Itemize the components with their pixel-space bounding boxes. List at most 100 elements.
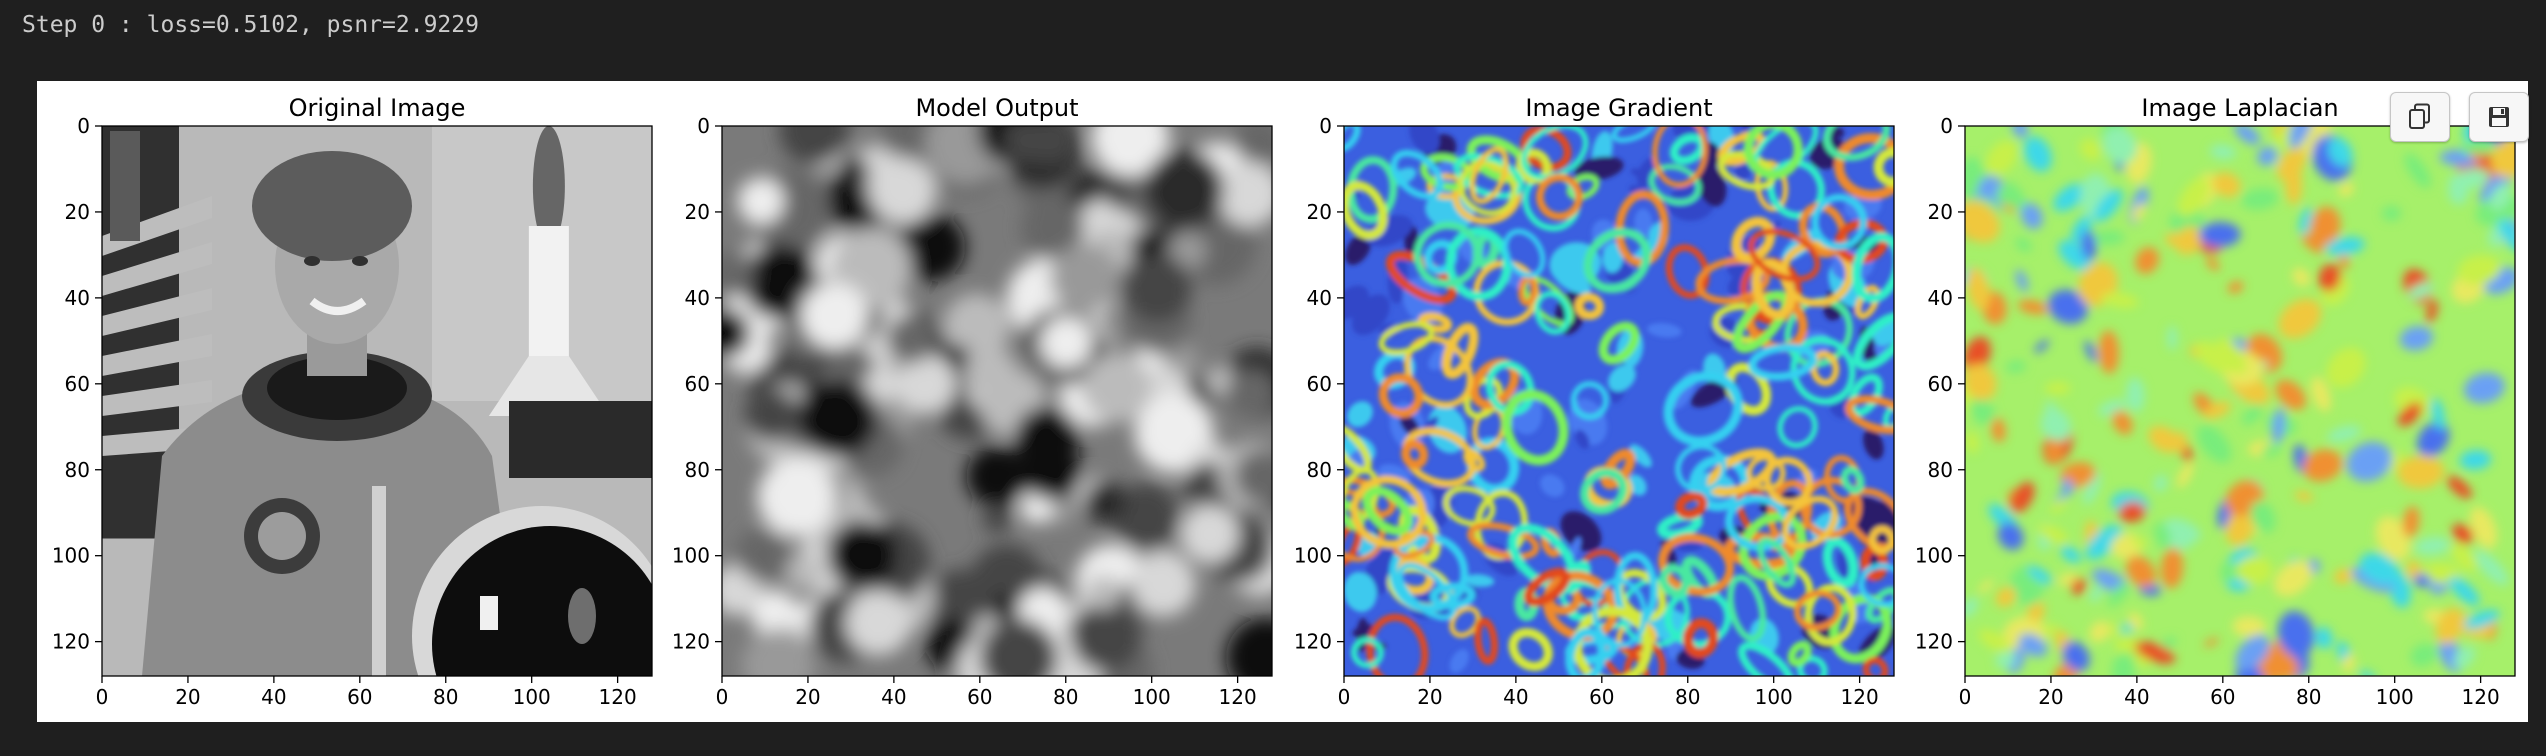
image-blob xyxy=(2490,136,2515,178)
image-blob xyxy=(2232,616,2266,638)
image-blob xyxy=(2276,147,2307,181)
x-tick-label: 60 xyxy=(2210,685,2235,709)
image-collar-inner xyxy=(267,356,407,420)
image-blob xyxy=(1217,161,1272,227)
panel-image xyxy=(1344,126,1894,676)
image-blob xyxy=(2225,508,2255,546)
image-blob xyxy=(2070,578,2086,595)
y-tick-label: 80 xyxy=(65,458,90,482)
image-blob xyxy=(2399,326,2434,351)
x-tick-label: 80 xyxy=(2296,685,2321,709)
image-blob xyxy=(2453,645,2475,669)
image-blob xyxy=(2469,506,2497,549)
image-blob xyxy=(757,457,837,537)
image-swirl xyxy=(1344,126,1361,152)
image-swirl xyxy=(1853,312,1894,371)
image-swirl xyxy=(1474,617,1499,665)
image-blob xyxy=(2227,281,2244,294)
image-blob xyxy=(2011,481,2035,513)
image-blob xyxy=(2457,255,2501,285)
image-blob xyxy=(2497,219,2515,252)
image-flag-stripe xyxy=(102,288,212,336)
image-blob xyxy=(895,353,956,414)
image-blob xyxy=(1082,353,1152,423)
image-swirl xyxy=(1378,321,1435,356)
image-noise xyxy=(1965,126,2515,676)
image-blob xyxy=(2417,421,2450,457)
y-tick-label: 20 xyxy=(685,200,710,224)
image-blob xyxy=(1965,363,1997,401)
x-tick-label: 100 xyxy=(2376,685,2414,709)
image-blob xyxy=(2426,299,2438,323)
y-tick-label: 0 xyxy=(1940,114,1953,138)
y-tick-label: 100 xyxy=(1915,544,1953,568)
image-blob xyxy=(2408,282,2434,300)
x-tick-label: 120 xyxy=(1841,685,1879,709)
image-blob xyxy=(1003,126,1050,164)
image-patch-inner xyxy=(258,512,306,560)
image-blob xyxy=(1991,417,2006,443)
panel-title: Model Output xyxy=(915,94,1078,122)
image-blob xyxy=(2020,203,2043,230)
x-tick-label: 60 xyxy=(967,685,992,709)
x-tick-label: 100 xyxy=(1133,685,1171,709)
save-button[interactable] xyxy=(2469,92,2529,142)
image-swirl xyxy=(1748,228,1821,282)
image-blob xyxy=(2102,126,2138,164)
image-flag-stripe xyxy=(102,242,212,296)
image-blob xyxy=(2079,138,2102,161)
image-blob xyxy=(779,126,850,165)
image-swirl xyxy=(1675,491,1708,520)
image-blob xyxy=(1364,215,1413,247)
image-blob xyxy=(2327,425,2362,443)
image-swirl xyxy=(1840,465,1865,495)
x-tick-label: 40 xyxy=(881,685,906,709)
image-blob xyxy=(1020,196,1084,260)
image-blob xyxy=(2195,341,2235,374)
image-blob xyxy=(2199,222,2241,248)
image-swirl xyxy=(1463,448,1486,472)
image-blob xyxy=(1070,600,1142,672)
image-blob xyxy=(2023,136,2052,172)
y-tick-label: 80 xyxy=(1928,458,1953,482)
image-blob xyxy=(2045,401,2062,424)
image-blob xyxy=(2489,183,2512,211)
image-swirl xyxy=(1615,190,1670,267)
image-swirl xyxy=(1542,571,1619,642)
image-swirl xyxy=(1570,381,1609,420)
image-swirl xyxy=(1731,216,1776,263)
x-tick-label: 120 xyxy=(599,685,637,709)
image-blob xyxy=(2085,524,2122,560)
copy-button[interactable] xyxy=(2390,92,2450,142)
image-blob xyxy=(2027,565,2052,585)
y-tick-label: 120 xyxy=(1294,630,1332,654)
x-tick-label: 0 xyxy=(1338,685,1351,709)
image-helmet xyxy=(432,526,652,676)
image-swirl xyxy=(1473,259,1540,326)
image-blob xyxy=(2061,478,2074,496)
image-blob xyxy=(2148,426,2181,453)
image-blob xyxy=(2175,226,2203,255)
x-tick-label: 20 xyxy=(1417,685,1442,709)
image-swirl xyxy=(1600,448,1636,490)
image-blob xyxy=(2125,555,2156,588)
image-blob xyxy=(797,377,878,458)
image-blob xyxy=(2404,153,2431,188)
image-blob xyxy=(1082,480,1126,524)
image-blob xyxy=(2197,424,2232,463)
image-blob xyxy=(1966,431,1979,454)
image-blob xyxy=(1978,629,2011,653)
image-swirl xyxy=(1663,371,1743,447)
x-tick-label: 20 xyxy=(795,685,820,709)
image-swirl xyxy=(1580,468,1628,515)
image-swirl xyxy=(1781,495,1839,550)
image-blob xyxy=(1965,336,1991,374)
figure-canvas: Original Image 0 20 40 60 80 100 120 0 20 40 60 80 10… xyxy=(52,94,2516,709)
image-swirl xyxy=(1652,126,1708,188)
x-tick-label: 80 xyxy=(1053,685,1078,709)
axes-frame xyxy=(101,125,653,677)
image-blob xyxy=(2325,236,2365,256)
image-helmet-reflect xyxy=(568,588,596,644)
image-blob xyxy=(2167,325,2178,351)
image-swirl xyxy=(1798,202,1847,258)
